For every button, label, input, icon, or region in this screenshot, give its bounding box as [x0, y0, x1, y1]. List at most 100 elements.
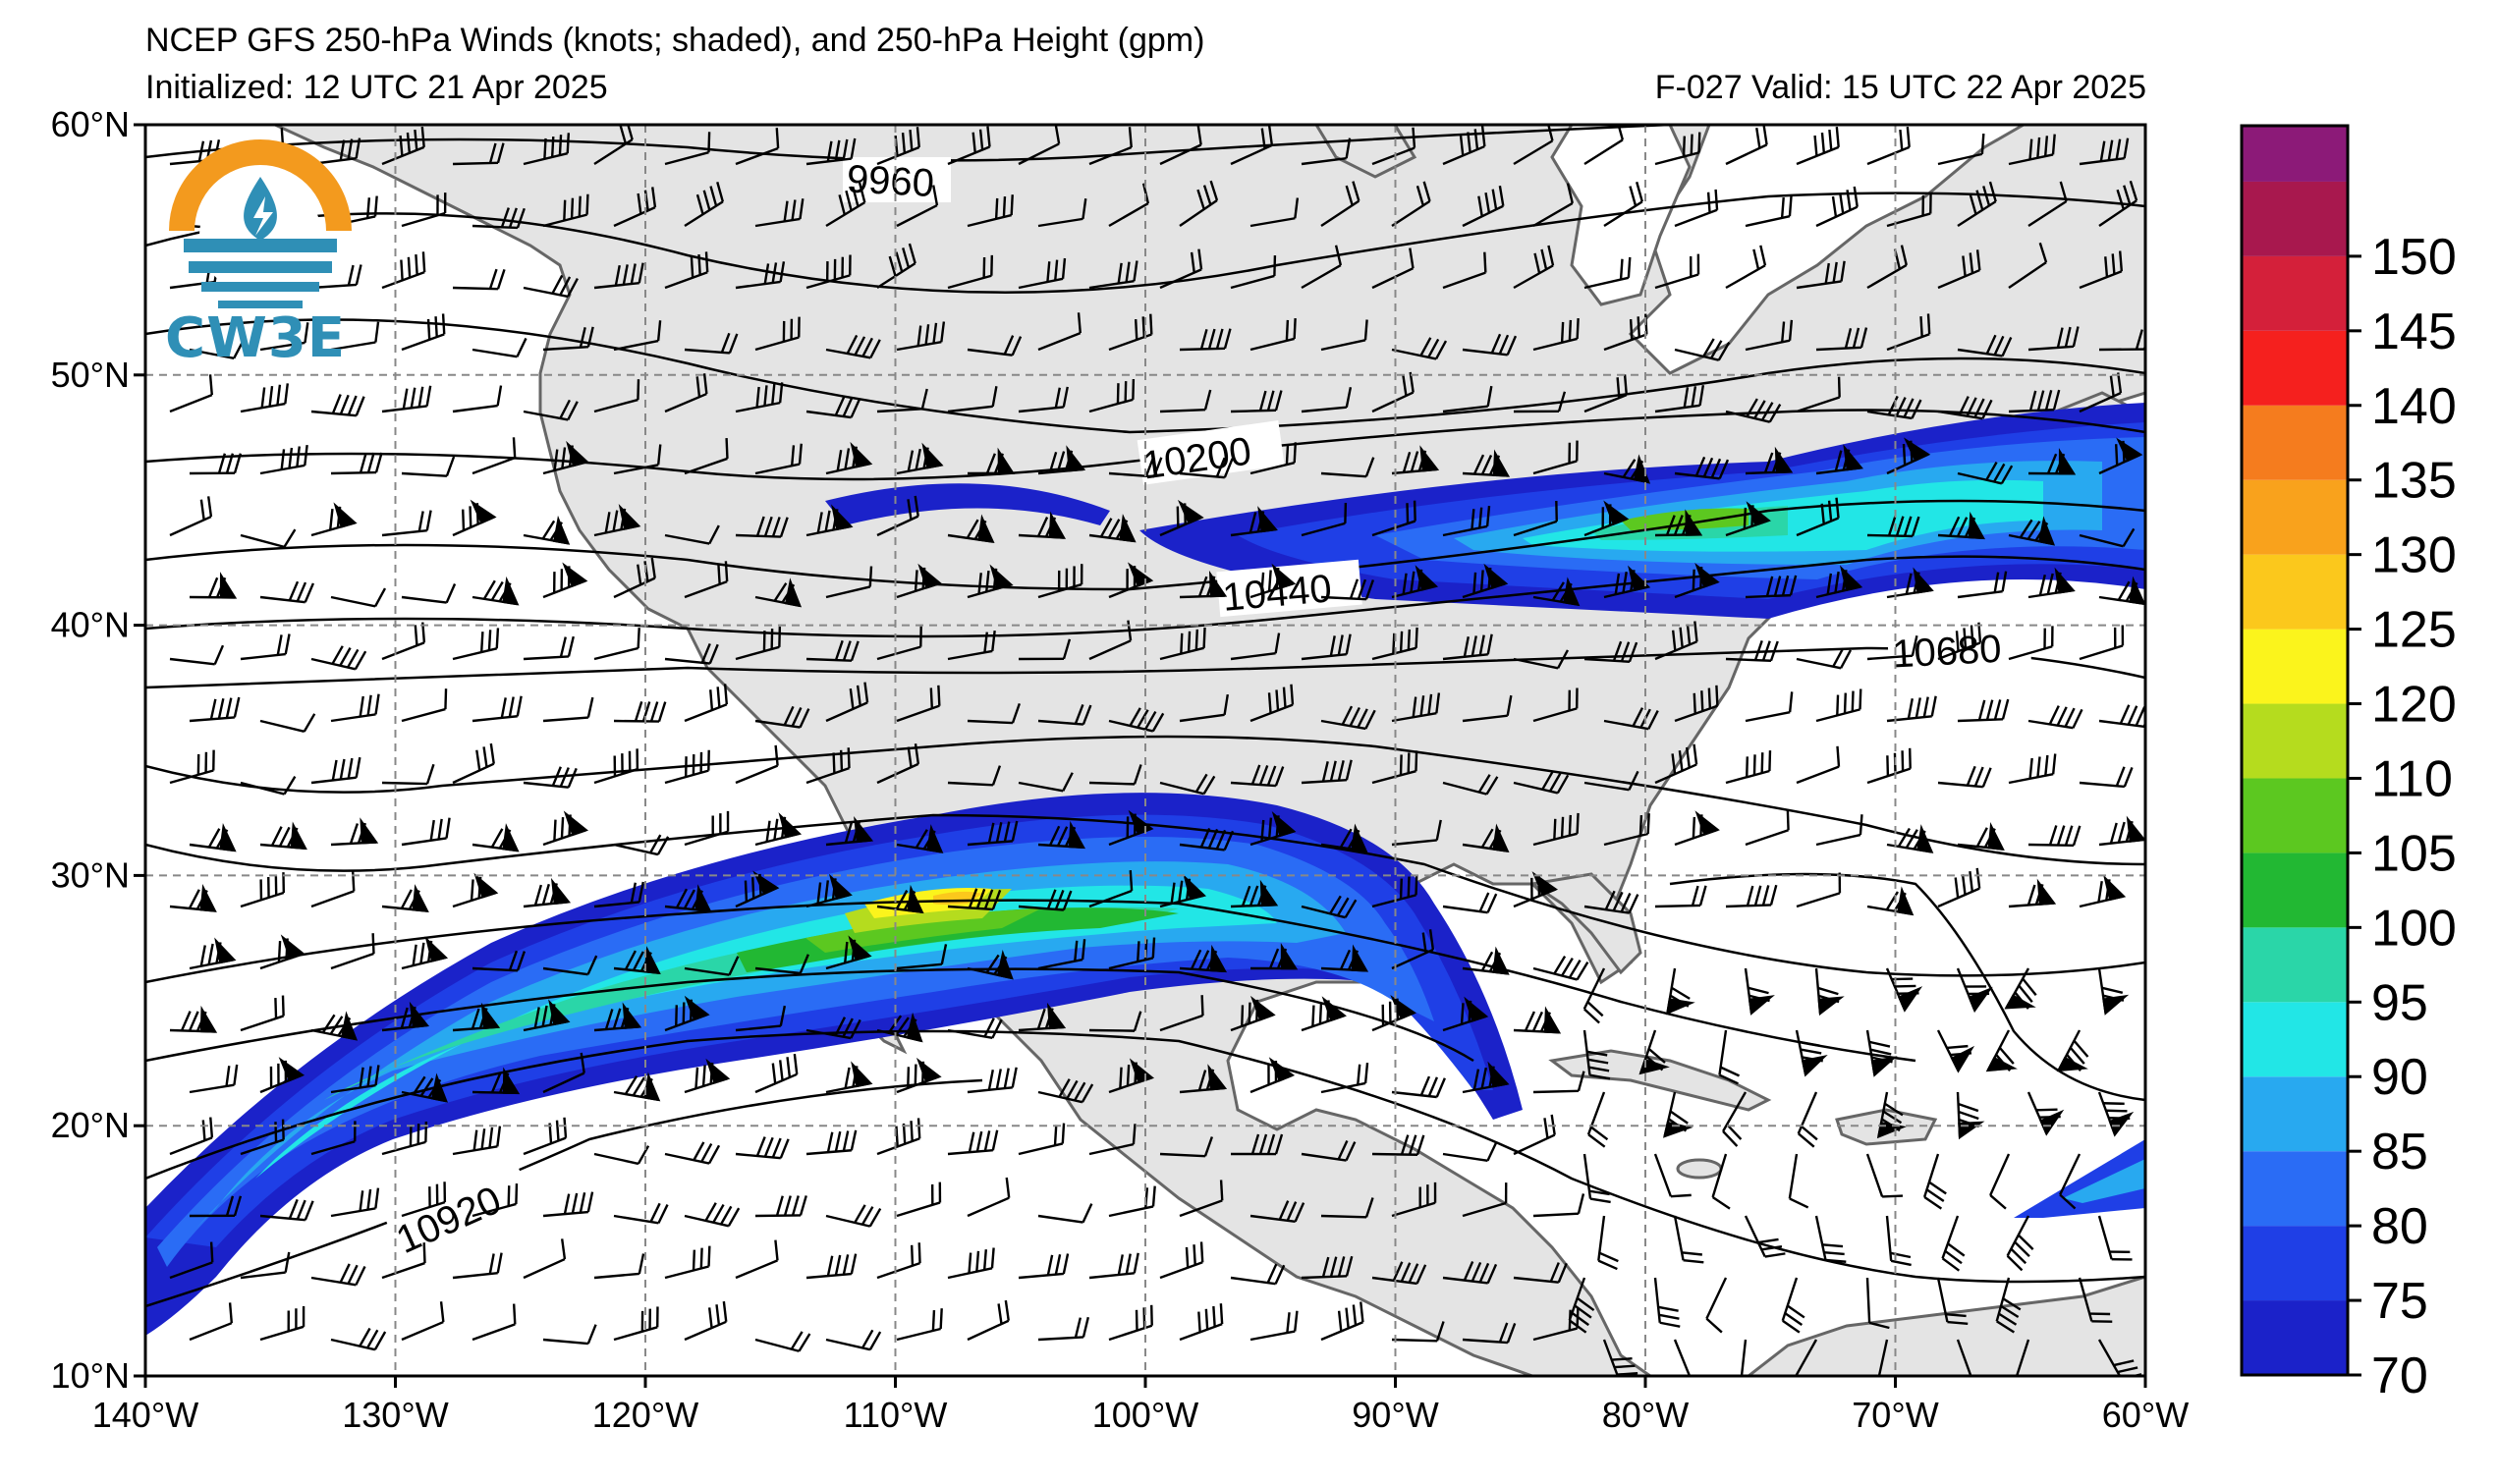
wind-barb — [1301, 1139, 1357, 1162]
wind-barb — [1985, 1029, 2018, 1072]
wind-barb — [593, 881, 644, 908]
wind-barb — [2097, 1091, 2135, 1137]
wind-barb — [2004, 967, 2037, 1010]
wind-barb — [805, 396, 861, 419]
wind-barb — [1957, 571, 2008, 599]
wind-barb — [2079, 766, 2134, 789]
wind-barb — [310, 756, 361, 785]
wind-barb — [1674, 563, 1720, 599]
wind-barb — [1320, 1063, 1369, 1094]
wind-barb — [1815, 327, 1868, 352]
wind-barb — [947, 888, 1002, 911]
wind-barb — [1597, 1215, 1619, 1271]
wind-barb — [259, 934, 306, 970]
wind-barb — [1513, 649, 1570, 670]
wind-barb — [1462, 694, 1513, 723]
wind-barb — [1957, 822, 2005, 851]
wind-barb — [876, 388, 928, 413]
wind-barb — [805, 639, 860, 662]
wind-barb — [1230, 255, 1277, 290]
logo-text: CW3E — [165, 306, 347, 370]
wind-barb — [1037, 939, 1086, 970]
lon-label: 80°W — [1602, 1395, 1689, 1435]
contour-label-9960: 9960 — [843, 157, 951, 205]
wind-barb — [523, 274, 579, 299]
wind-barb — [2078, 1277, 2113, 1323]
wind-barb — [381, 884, 429, 912]
wind-barb — [1018, 638, 1072, 661]
wind-barb — [876, 1118, 921, 1156]
wind-barb — [2079, 372, 2123, 413]
wind-barb — [523, 1238, 567, 1280]
wind-barb — [1956, 967, 1993, 1014]
wind-barb — [523, 635, 575, 661]
wind-barb — [1995, 1277, 2022, 1334]
wind-barb — [1391, 692, 1441, 723]
wind-barb — [1513, 391, 1567, 413]
wind-barb — [1583, 256, 1632, 290]
wind-barb — [1781, 1277, 1805, 1334]
wind-barb — [947, 1247, 995, 1280]
wind-barb — [1603, 565, 1651, 599]
wind-barb — [1583, 374, 1629, 413]
wind-barb — [1301, 759, 1353, 785]
wind-barb — [1371, 750, 1418, 785]
wind-barb — [735, 1136, 790, 1160]
wind-barb — [896, 442, 944, 475]
wind-barb — [1391, 445, 1440, 475]
wind-barb — [2079, 250, 2124, 290]
wind-barb — [542, 1324, 597, 1346]
wind-barb — [1371, 627, 1418, 661]
wind-barb — [1249, 810, 1297, 847]
wind-barb — [1320, 457, 1375, 478]
wind-barb — [1936, 1029, 1975, 1073]
wind-barb — [1513, 871, 1559, 908]
north-america-land — [274, 125, 2145, 1376]
wind-barb — [896, 944, 948, 970]
wind-barb — [330, 321, 380, 352]
lon-label: 120°W — [592, 1395, 698, 1435]
wind-barb — [523, 515, 571, 545]
wind-barb — [401, 1072, 449, 1103]
wind-barb — [664, 251, 709, 290]
wind-barb — [1391, 565, 1439, 599]
wind-barb — [452, 142, 505, 166]
colorbar-tick-label: 130 — [2371, 527, 2457, 584]
wind-barb — [593, 628, 640, 661]
wind-barb — [1815, 186, 1859, 228]
wind-barb — [1442, 774, 1499, 796]
wind-barb — [1249, 684, 1295, 723]
wind-barb — [189, 453, 243, 475]
wind-barb — [542, 562, 588, 599]
wind-barb — [1718, 1029, 1741, 1085]
wind-barb — [401, 192, 447, 228]
wind-barb — [259, 1305, 305, 1342]
wind-barb — [259, 1198, 314, 1222]
wind-barb — [381, 251, 426, 290]
wind-barb — [1462, 333, 1518, 357]
wind-barb — [330, 817, 379, 847]
wind-barb — [1159, 995, 1204, 1032]
wind-barb — [613, 320, 662, 352]
wind-barb — [2008, 753, 2057, 785]
wind-barb — [947, 765, 1002, 787]
wind-barb — [1796, 647, 1853, 670]
wind-barb — [896, 185, 939, 228]
colorbar-tick-label: 140 — [2371, 378, 2457, 435]
wind-barb — [1018, 1253, 1070, 1280]
wind-barb — [1532, 1193, 1585, 1218]
wind-barb — [593, 1002, 642, 1032]
wind-barb — [1513, 125, 1554, 166]
wind-barb — [169, 1005, 218, 1033]
wind-barb — [240, 776, 297, 796]
wind-barb — [1230, 632, 1281, 661]
wind-barb — [1088, 620, 1133, 661]
longitude-labels: 140°W 130°W 120°W 110°W 100°W 90°W 80°W 70°W 60°… — [92, 1395, 2189, 1435]
wind-barb — [1037, 1316, 1089, 1342]
wind-barb — [1663, 1091, 1693, 1138]
wind-barb — [593, 379, 640, 413]
wind-barb — [523, 399, 579, 421]
lat-label: 30°N — [51, 854, 130, 895]
wind-barb — [1462, 823, 1510, 853]
lat-label: 10°N — [51, 1355, 130, 1396]
